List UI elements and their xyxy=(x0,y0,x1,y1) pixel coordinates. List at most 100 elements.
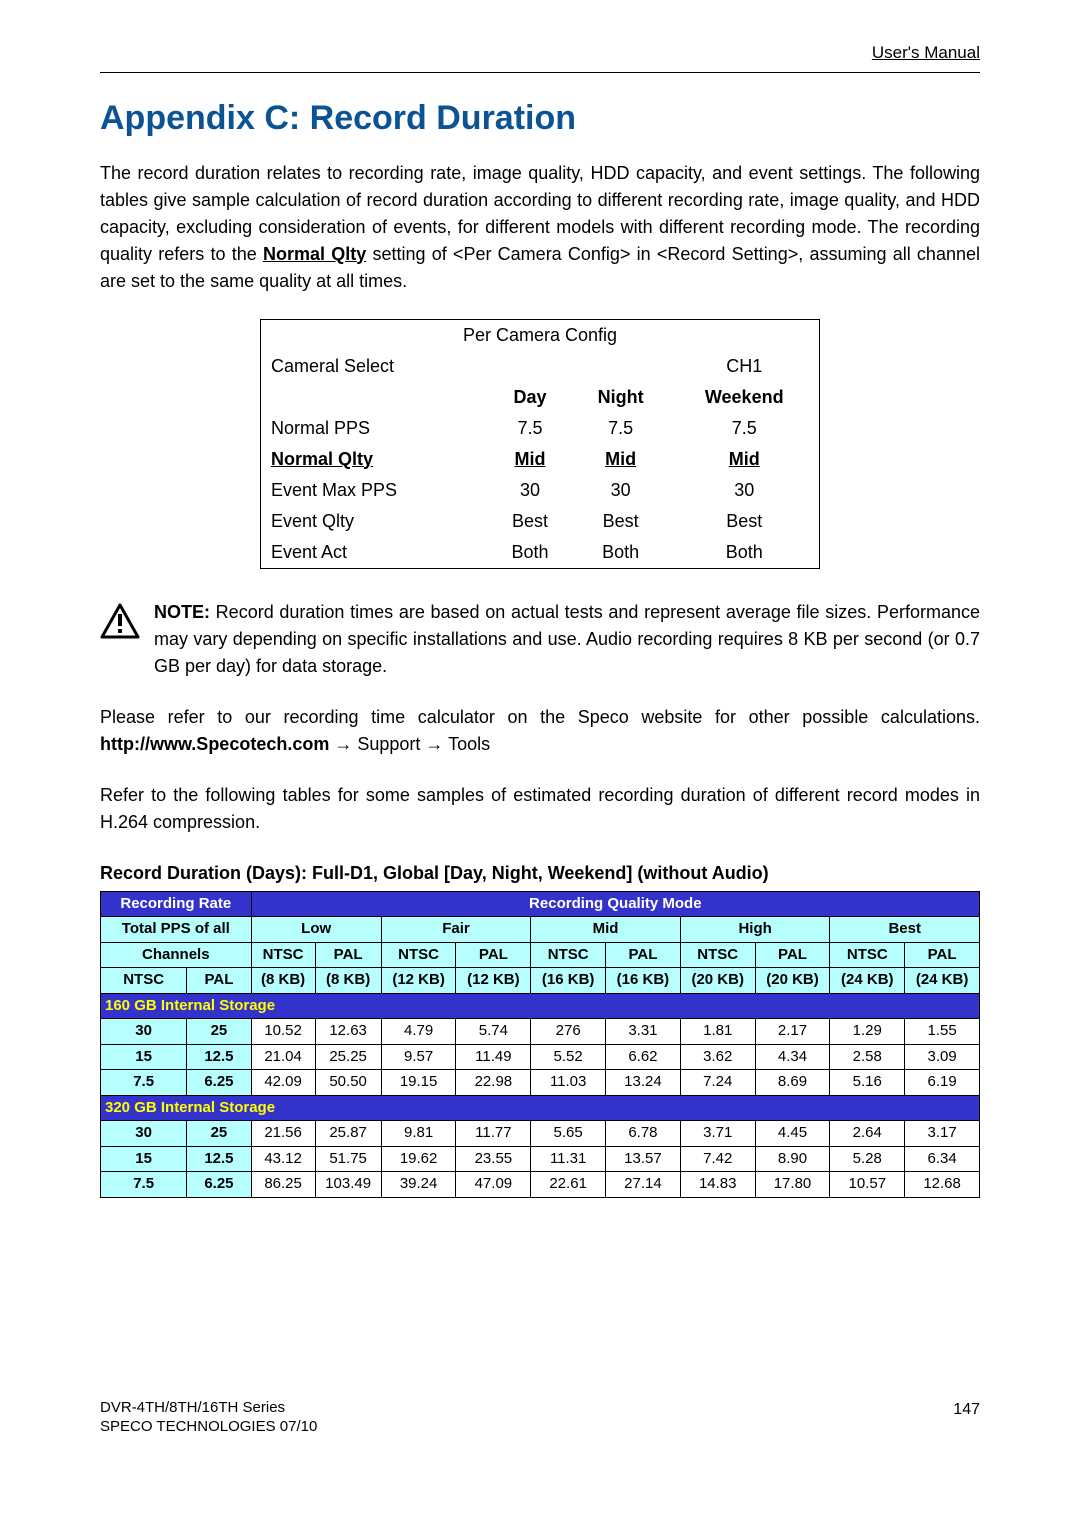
table-cell: 30 xyxy=(101,1121,187,1147)
table-cell: 5.16 xyxy=(830,1070,905,1096)
config-row-label: Cameral Select xyxy=(261,351,489,382)
calc-text-a: Please refer to our recording time calcu… xyxy=(100,707,980,727)
head-col: NTSC xyxy=(251,942,315,968)
table-cell: 7.42 xyxy=(680,1146,755,1172)
table-cell: 11.49 xyxy=(456,1044,531,1070)
warning-icon xyxy=(100,603,140,647)
calc-text-c: Tools xyxy=(443,734,490,754)
header-right: User's Manual xyxy=(100,40,980,66)
intro-normal-qlty: Normal Qlty xyxy=(263,244,366,264)
table-cell: 1.81 xyxy=(680,1019,755,1045)
config-row-label: Event Max PPS xyxy=(261,475,489,506)
head-quality: High xyxy=(680,917,830,943)
config-row-label: Event Qlty xyxy=(261,506,489,537)
config-cell: 7.5 xyxy=(572,413,670,444)
table-cell: 50.50 xyxy=(315,1070,381,1096)
arrow-icon: → xyxy=(334,734,352,754)
config-cell: 30 xyxy=(572,475,670,506)
record-duration-table: Recording Rate Recording Quality Mode To… xyxy=(100,891,980,1198)
table-cell: 7.24 xyxy=(680,1070,755,1096)
config-row-label: Event Act xyxy=(261,537,489,569)
table-cell: 6.34 xyxy=(905,1146,980,1172)
config-cell: Weekend xyxy=(669,382,819,413)
table-cell: 4.34 xyxy=(755,1044,830,1070)
config-cell: Night xyxy=(572,382,670,413)
config-cell: Mid xyxy=(669,444,819,475)
refer-paragraph: Refer to the following tables for some s… xyxy=(100,782,980,836)
footer-left: DVR-4TH/8TH/16TH Series SPECO TECHNOLOGI… xyxy=(100,1398,317,1437)
config-cell: Day xyxy=(488,382,572,413)
head-kb: (16 KB) xyxy=(606,968,681,994)
page-title: Appendix C: Record Duration xyxy=(100,93,980,144)
table-cell: 15 xyxy=(101,1044,187,1070)
table-cell: 13.24 xyxy=(606,1070,681,1096)
table-cell: 12.5 xyxy=(187,1146,251,1172)
table-cell: 10.57 xyxy=(830,1172,905,1198)
storage-header: 320 GB Internal Storage xyxy=(101,1095,980,1121)
table-cell: 22.61 xyxy=(531,1172,606,1198)
table-cell: 6.19 xyxy=(905,1070,980,1096)
head-kb: (16 KB) xyxy=(531,968,606,994)
table-cell: 51.75 xyxy=(315,1146,381,1172)
head-ntsc: NTSC xyxy=(101,968,187,994)
table-cell: 8.69 xyxy=(755,1070,830,1096)
footer-line1: DVR-4TH/8TH/16TH Series xyxy=(100,1398,317,1418)
table-cell: 7.5 xyxy=(101,1070,187,1096)
head-col: NTSC xyxy=(830,942,905,968)
head-kb: (20 KB) xyxy=(755,968,830,994)
table-cell: 12.68 xyxy=(905,1172,980,1198)
note-block: NOTE: Record duration times are based on… xyxy=(100,599,980,680)
footer: DVR-4TH/8TH/16TH Series SPECO TECHNOLOGI… xyxy=(100,1398,980,1437)
calc-text-b: Support xyxy=(352,734,425,754)
config-cell: Best xyxy=(572,506,670,537)
table-cell: 13.57 xyxy=(606,1146,681,1172)
table-cell: 11.03 xyxy=(531,1070,606,1096)
table-cell: 3.31 xyxy=(606,1019,681,1045)
table-cell: 39.24 xyxy=(381,1172,456,1198)
head-quality: Best xyxy=(830,917,980,943)
config-cell: 30 xyxy=(488,475,572,506)
head-total-pps: Total PPS of all xyxy=(101,917,252,943)
table-cell: 3.62 xyxy=(680,1044,755,1070)
intro-paragraph: The record duration relates to recording… xyxy=(100,160,980,295)
table-cell: 4.79 xyxy=(381,1019,456,1045)
config-cell xyxy=(572,351,670,382)
table-cell: 12.63 xyxy=(315,1019,381,1045)
config-cell: Best xyxy=(669,506,819,537)
config-cell xyxy=(488,351,572,382)
table-cell: 1.29 xyxy=(830,1019,905,1045)
table-cell: 2.17 xyxy=(755,1019,830,1045)
config-row-label: Normal PPS xyxy=(261,413,489,444)
note-label: NOTE: xyxy=(154,602,210,622)
table-cell: 4.45 xyxy=(755,1121,830,1147)
config-cell: 7.5 xyxy=(488,413,572,444)
table-cell: 3.71 xyxy=(680,1121,755,1147)
table-cell: 5.52 xyxy=(531,1044,606,1070)
table-cell: 8.90 xyxy=(755,1146,830,1172)
config-cell: Both xyxy=(572,537,670,569)
table-cell: 276 xyxy=(531,1019,606,1045)
table-cell: 25.25 xyxy=(315,1044,381,1070)
config-cell: 30 xyxy=(669,475,819,506)
storage-header: 160 GB Internal Storage xyxy=(101,993,980,1019)
note-text: NOTE: Record duration times are based on… xyxy=(154,599,980,680)
footer-line2: SPECO TECHNOLOGIES 07/10 xyxy=(100,1417,317,1437)
table-cell: 6.62 xyxy=(606,1044,681,1070)
head-col: PAL xyxy=(755,942,830,968)
table-cell: 11.31 xyxy=(531,1146,606,1172)
table-cell: 42.09 xyxy=(251,1070,315,1096)
table-cell: 5.74 xyxy=(456,1019,531,1045)
head-kb: (8 KB) xyxy=(251,968,315,994)
config-cell: CH1 xyxy=(669,351,819,382)
table-cell: 6.78 xyxy=(606,1121,681,1147)
head-kb: (24 KB) xyxy=(830,968,905,994)
config-cell: Mid xyxy=(572,444,670,475)
head-quality: Fair xyxy=(381,917,531,943)
head-kb: (12 KB) xyxy=(381,968,456,994)
table-cell: 17.80 xyxy=(755,1172,830,1198)
table-cell: 19.15 xyxy=(381,1070,456,1096)
table-cell: 2.64 xyxy=(830,1121,905,1147)
table-cell: 30 xyxy=(101,1019,187,1045)
head-kb: (20 KB) xyxy=(680,968,755,994)
table-cell: 10.52 xyxy=(251,1019,315,1045)
